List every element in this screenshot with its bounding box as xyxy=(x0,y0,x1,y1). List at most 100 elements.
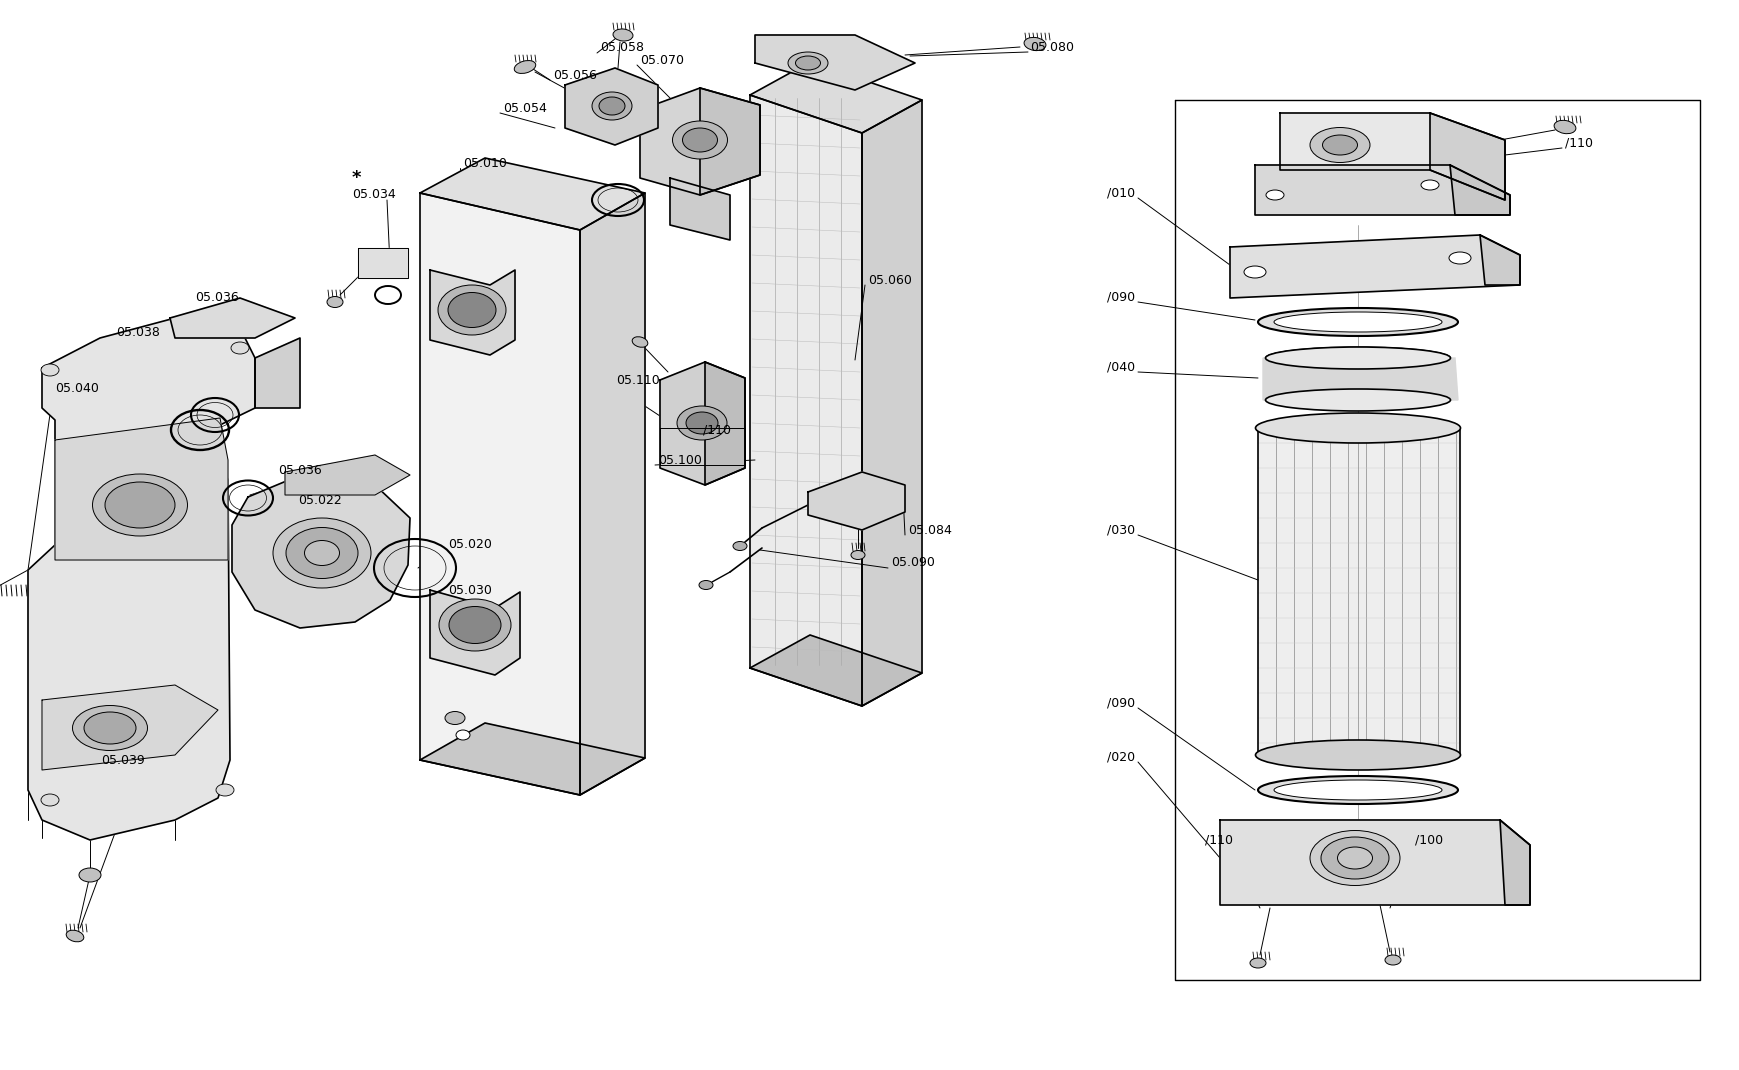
Text: 05.039: 05.039 xyxy=(101,753,144,766)
Text: 05.030: 05.030 xyxy=(447,583,492,596)
Text: /110: /110 xyxy=(1563,137,1593,150)
Ellipse shape xyxy=(1309,830,1400,886)
Ellipse shape xyxy=(598,97,624,114)
Polygon shape xyxy=(565,68,657,146)
Text: 05.080: 05.080 xyxy=(1029,41,1073,54)
Polygon shape xyxy=(750,95,861,706)
Polygon shape xyxy=(419,723,645,795)
Ellipse shape xyxy=(1384,956,1400,965)
Text: /040: /040 xyxy=(1106,361,1134,373)
Ellipse shape xyxy=(1309,127,1369,163)
Text: 05.090: 05.090 xyxy=(890,556,934,569)
Text: 05.036: 05.036 xyxy=(195,290,238,304)
Ellipse shape xyxy=(699,581,713,590)
Text: /110: /110 xyxy=(703,424,730,437)
Text: 05.022: 05.022 xyxy=(297,493,341,506)
Polygon shape xyxy=(659,362,744,485)
Ellipse shape xyxy=(285,528,358,579)
Polygon shape xyxy=(42,685,217,770)
Ellipse shape xyxy=(1273,312,1442,332)
Ellipse shape xyxy=(591,92,631,120)
Polygon shape xyxy=(419,158,645,230)
Ellipse shape xyxy=(66,930,83,942)
Text: 05.054: 05.054 xyxy=(503,102,546,114)
Polygon shape xyxy=(430,590,520,675)
Polygon shape xyxy=(755,35,915,90)
Ellipse shape xyxy=(216,784,233,796)
Ellipse shape xyxy=(73,705,148,750)
Polygon shape xyxy=(640,88,760,195)
Ellipse shape xyxy=(676,406,727,440)
Ellipse shape xyxy=(231,342,249,354)
Text: /020: /020 xyxy=(1106,750,1134,764)
Ellipse shape xyxy=(612,29,633,41)
Text: 05.040: 05.040 xyxy=(56,382,99,395)
Ellipse shape xyxy=(1264,347,1450,369)
Ellipse shape xyxy=(732,541,746,550)
Ellipse shape xyxy=(671,121,727,159)
Polygon shape xyxy=(807,472,904,530)
Text: /110: /110 xyxy=(1205,834,1233,846)
Polygon shape xyxy=(358,248,407,278)
Ellipse shape xyxy=(515,61,536,74)
Polygon shape xyxy=(1480,235,1520,285)
Polygon shape xyxy=(1280,113,1504,200)
Ellipse shape xyxy=(83,712,136,744)
Ellipse shape xyxy=(1337,847,1372,869)
Polygon shape xyxy=(579,193,645,795)
Polygon shape xyxy=(1449,165,1509,215)
Ellipse shape xyxy=(682,128,716,152)
Polygon shape xyxy=(419,193,579,795)
Polygon shape xyxy=(1254,165,1509,215)
Text: 05.034: 05.034 xyxy=(351,187,395,200)
Ellipse shape xyxy=(1249,958,1266,968)
Ellipse shape xyxy=(1320,837,1388,878)
Polygon shape xyxy=(1429,113,1504,200)
Polygon shape xyxy=(170,299,296,338)
Ellipse shape xyxy=(104,482,176,528)
Text: 05.058: 05.058 xyxy=(600,41,643,54)
Ellipse shape xyxy=(1257,776,1457,804)
Polygon shape xyxy=(1229,235,1520,299)
Text: /010: /010 xyxy=(1106,186,1134,199)
Ellipse shape xyxy=(1264,389,1450,411)
Polygon shape xyxy=(1263,358,1457,400)
Ellipse shape xyxy=(456,730,470,740)
Polygon shape xyxy=(1174,100,1699,980)
Polygon shape xyxy=(670,178,730,240)
Ellipse shape xyxy=(92,474,188,536)
Text: /100: /100 xyxy=(1414,834,1442,846)
Ellipse shape xyxy=(1553,120,1576,134)
Ellipse shape xyxy=(304,540,339,566)
Text: /090: /090 xyxy=(1106,290,1134,304)
Ellipse shape xyxy=(327,296,343,307)
Ellipse shape xyxy=(438,599,511,651)
Polygon shape xyxy=(256,338,299,408)
Ellipse shape xyxy=(1449,253,1469,264)
Ellipse shape xyxy=(795,56,821,70)
Ellipse shape xyxy=(685,412,718,434)
Text: 05.036: 05.036 xyxy=(278,463,322,476)
Ellipse shape xyxy=(1421,180,1438,190)
Ellipse shape xyxy=(438,285,506,335)
Text: 05.084: 05.084 xyxy=(908,523,951,536)
Text: 05.110: 05.110 xyxy=(616,373,659,386)
Polygon shape xyxy=(430,270,515,355)
Polygon shape xyxy=(704,362,744,485)
Ellipse shape xyxy=(1024,37,1045,50)
Ellipse shape xyxy=(1256,413,1459,443)
Ellipse shape xyxy=(1243,266,1266,278)
Polygon shape xyxy=(861,100,922,706)
Polygon shape xyxy=(285,455,410,495)
Text: /090: /090 xyxy=(1106,697,1134,709)
Ellipse shape xyxy=(445,712,464,724)
Ellipse shape xyxy=(850,550,864,560)
Ellipse shape xyxy=(1256,740,1459,770)
Ellipse shape xyxy=(449,607,501,643)
Text: 05.010: 05.010 xyxy=(463,156,506,169)
Ellipse shape xyxy=(1273,780,1442,800)
Polygon shape xyxy=(750,635,922,706)
Polygon shape xyxy=(231,472,410,628)
Ellipse shape xyxy=(631,337,647,348)
Text: /030: /030 xyxy=(1106,523,1134,536)
